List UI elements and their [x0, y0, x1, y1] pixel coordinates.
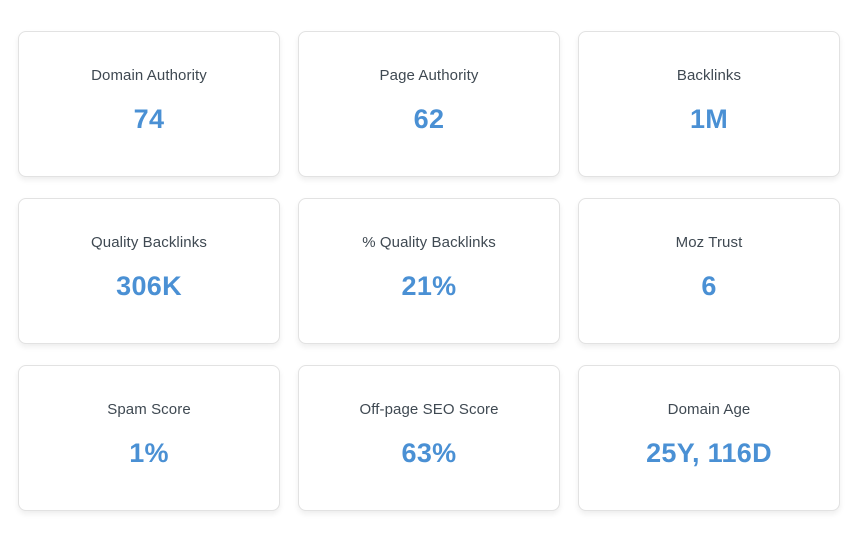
metric-value: 74 [133, 104, 165, 134]
metric-card-backlinks: Backlinks 1M [578, 31, 840, 177]
metric-label: Backlinks [676, 67, 742, 84]
metric-label: % Quality Backlinks [362, 234, 496, 251]
metric-label: Domain Authority [91, 67, 207, 84]
metric-label: Off-page SEO Score [359, 401, 499, 418]
metric-value: 62 [413, 104, 445, 134]
metric-card-page-authority: Page Authority 62 [298, 31, 560, 177]
metric-value: 1M [689, 104, 729, 134]
metric-label: Quality Backlinks [91, 234, 207, 251]
metric-card-offpage-seo-score: Off-page SEO Score 63% [298, 365, 560, 511]
seo-metrics-grid: Domain Authority 74 Page Authority 62 Ba… [18, 31, 840, 511]
metric-value: 25Y, 116D [646, 438, 772, 468]
metric-label: Moz Trust [675, 234, 743, 251]
metric-label: Spam Score [107, 401, 191, 418]
metric-card-spam-score: Spam Score 1% [18, 365, 280, 511]
metric-card-quality-backlinks: Quality Backlinks 306K [18, 198, 280, 344]
metric-card-moz-trust: Moz Trust 6 [578, 198, 840, 344]
metric-value: 6 [701, 271, 717, 301]
metric-value: 21% [401, 271, 457, 301]
metric-label: Page Authority [379, 67, 479, 84]
metric-value: 306K [116, 271, 182, 301]
metric-card-domain-age: Domain Age 25Y, 116D [578, 365, 840, 511]
metric-card-domain-authority: Domain Authority 74 [18, 31, 280, 177]
metric-label: Domain Age [667, 401, 751, 418]
metric-value: 1% [129, 438, 169, 468]
metric-card-percent-quality-backlinks: % Quality Backlinks 21% [298, 198, 560, 344]
metric-value: 63% [401, 438, 457, 468]
